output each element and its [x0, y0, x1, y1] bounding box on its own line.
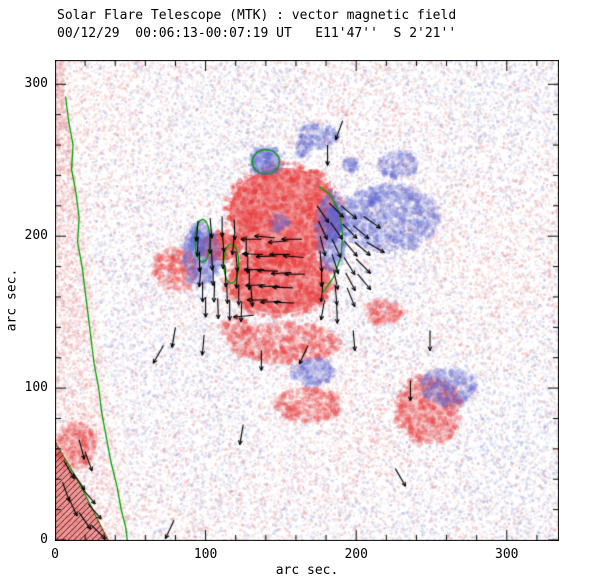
x-tick-label: 300 [495, 547, 519, 562]
y-tick-label: 300 [24, 76, 48, 92]
x-tick-label: 100 [193, 547, 218, 562]
y-tick-label: 100 [24, 380, 48, 396]
x-tick-label: 200 [344, 547, 368, 562]
magnetogram-canvas [55, 60, 559, 541]
plot-subtitle: 00/12/29 00:06:13-00:07:19 UT E11'47'' S… [57, 26, 457, 41]
y-tick-label: 0 [40, 532, 48, 547]
plot-title: Solar Flare Telescope (MTK) : vector mag… [57, 8, 457, 23]
x-axis-label: arc sec. [275, 563, 339, 578]
x-tick-label: 0 [51, 547, 59, 562]
y-tick-label: 200 [24, 228, 48, 244]
y-axis-label: arc sec. [4, 268, 20, 332]
